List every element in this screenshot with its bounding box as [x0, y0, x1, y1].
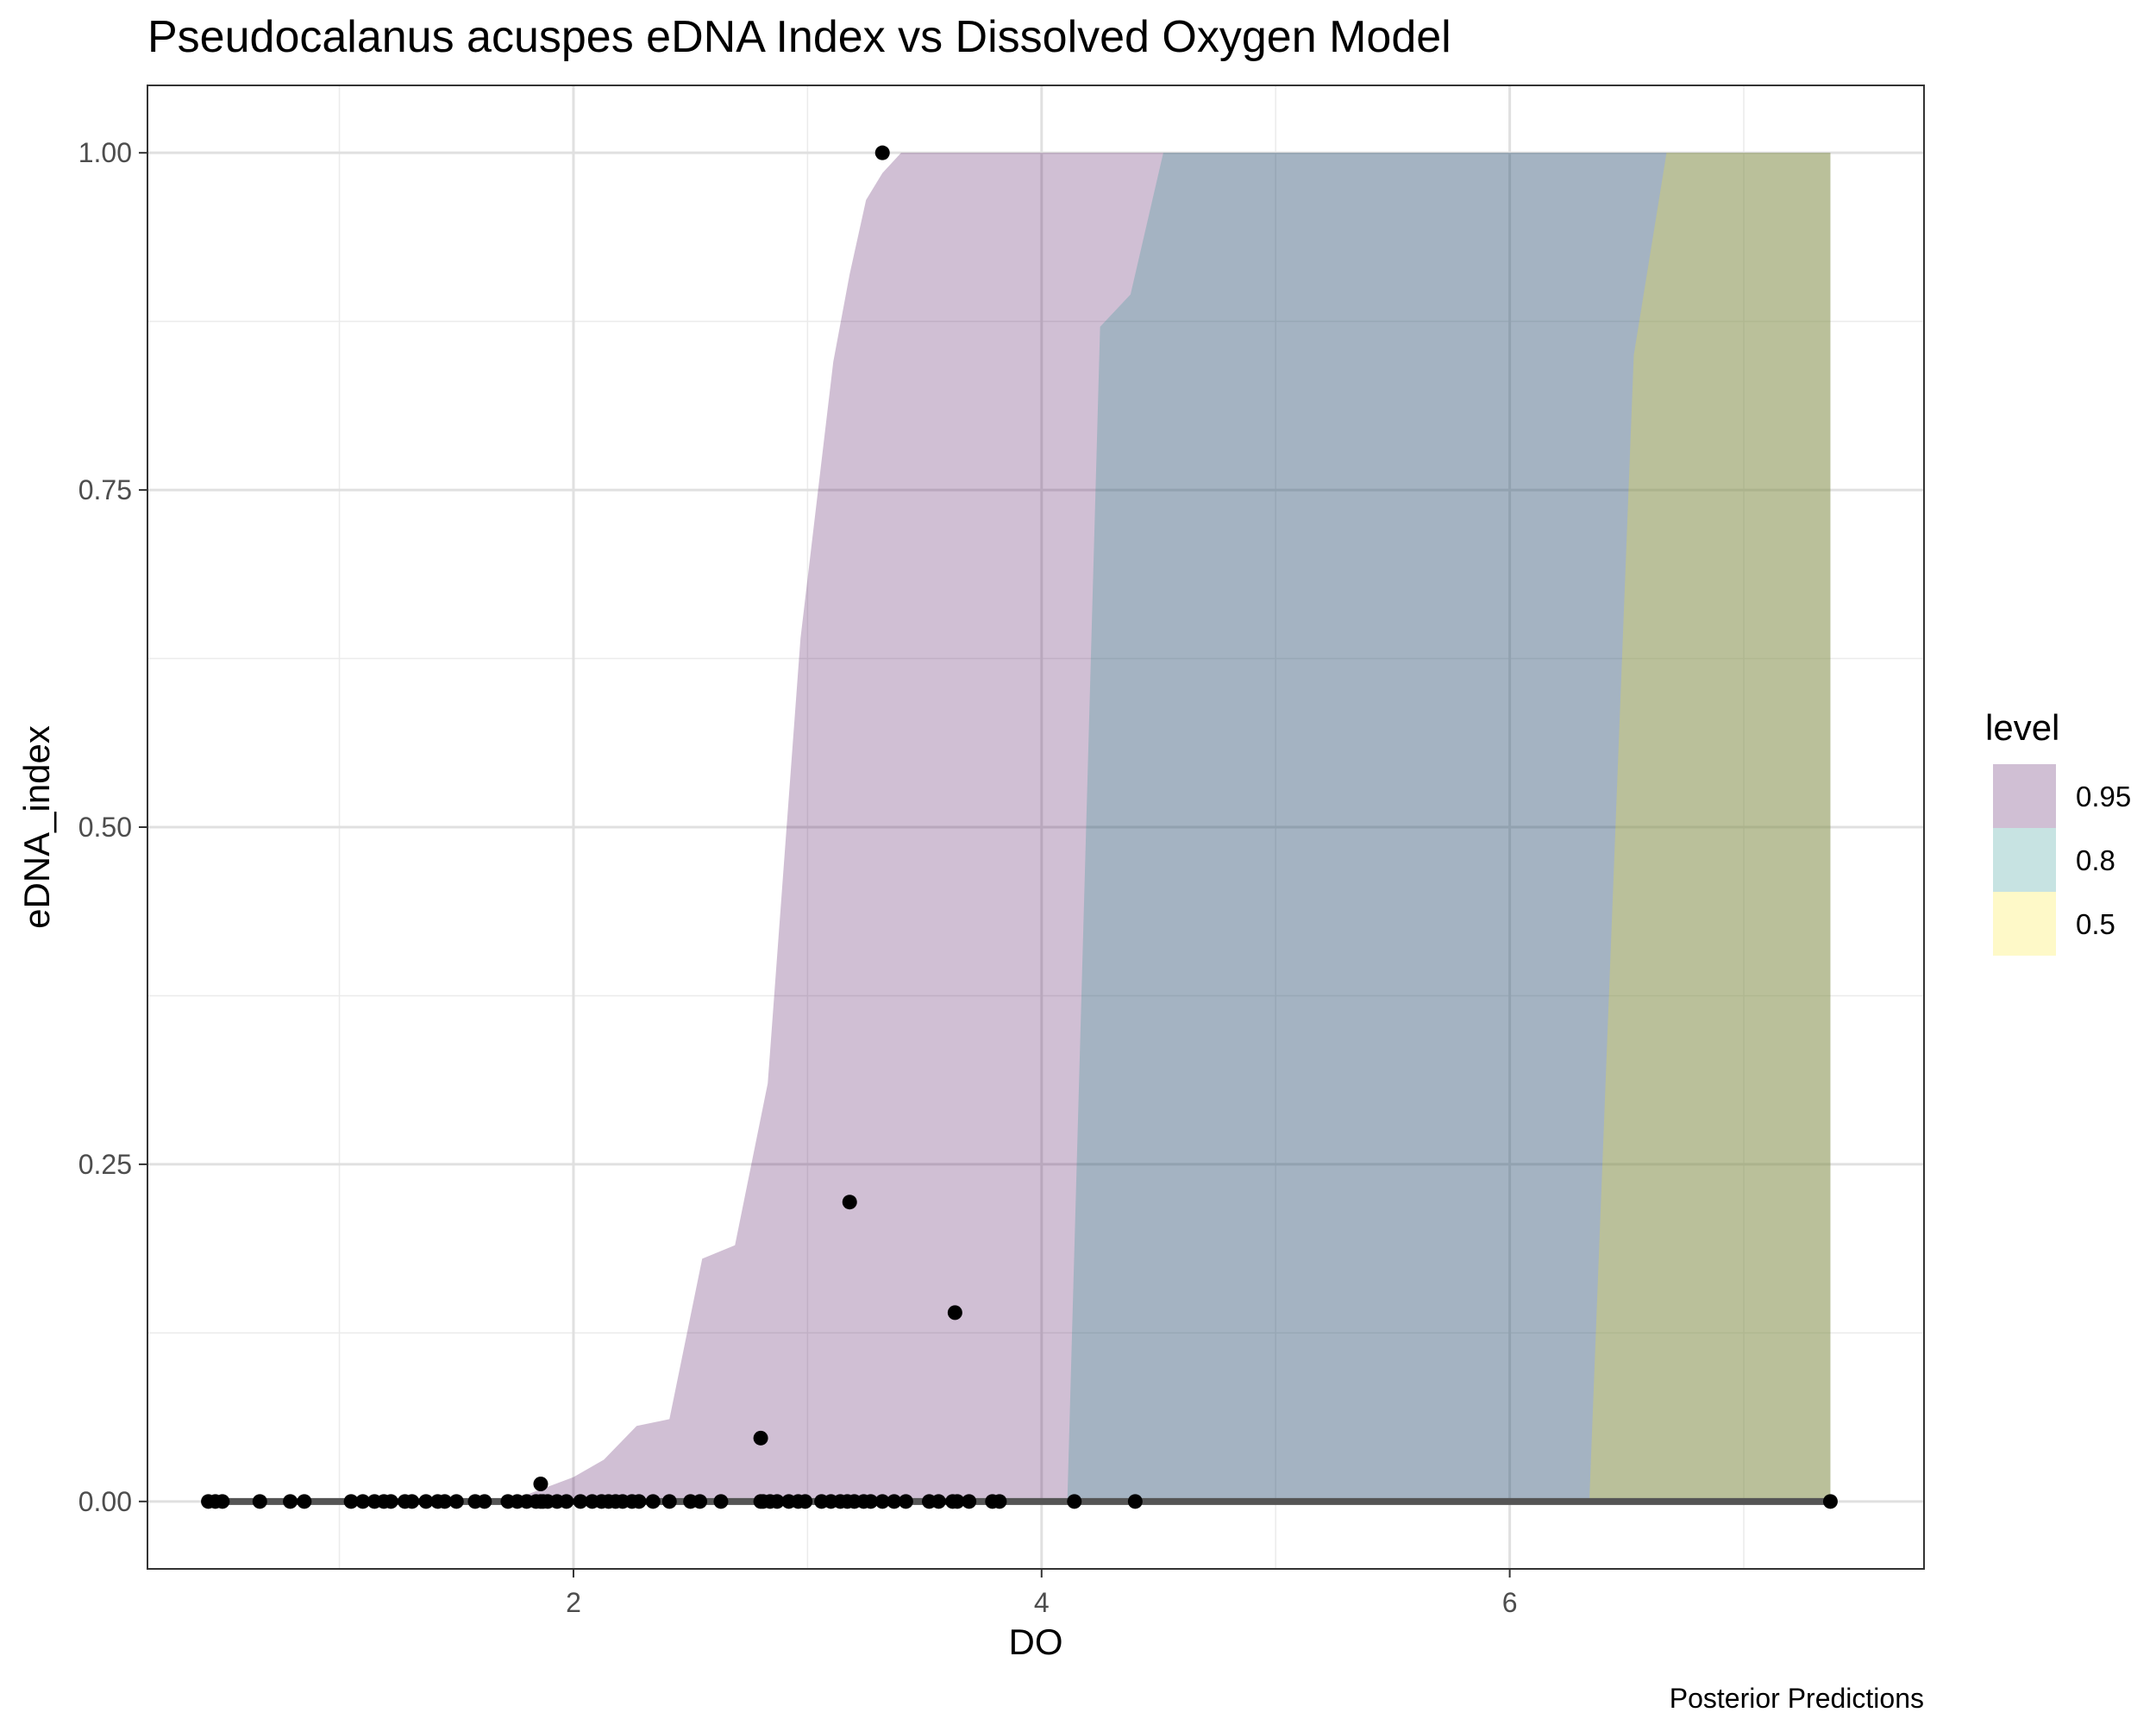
- legend-label: 0.8: [2076, 844, 2115, 876]
- data-point: [992, 1494, 1007, 1509]
- data-point: [693, 1494, 708, 1509]
- y-tick-label: 0.00: [78, 1486, 132, 1517]
- band-0.95: [479, 153, 1831, 1502]
- data-point: [343, 1494, 359, 1509]
- data-point: [887, 1494, 902, 1509]
- data-point: [437, 1494, 453, 1509]
- data-point: [962, 1494, 977, 1509]
- legend-key-0.8: [1993, 828, 2056, 892]
- data-point: [533, 1476, 548, 1491]
- data-point: [863, 1494, 879, 1509]
- x-axis-ticks: 2 4 6: [566, 1569, 1518, 1618]
- data-point: [842, 1195, 857, 1210]
- data-point: [215, 1494, 230, 1509]
- y-tick-label: 0.50: [78, 812, 132, 843]
- data-point: [1822, 1494, 1838, 1509]
- caption: Posterior Predictions: [1670, 1683, 1924, 1714]
- data-point: [874, 1494, 890, 1509]
- data-point: [898, 1494, 913, 1509]
- x-axis-title: DO: [1009, 1622, 1063, 1662]
- data-point: [631, 1494, 647, 1509]
- legend-key-0.95: [1993, 764, 2056, 828]
- data-point: [252, 1494, 267, 1509]
- legend-label: 0.5: [2076, 908, 2115, 940]
- data-point: [448, 1494, 464, 1509]
- data-point: [645, 1494, 661, 1509]
- data-point: [573, 1494, 588, 1509]
- band-0.5: [1589, 153, 1831, 1502]
- data-point: [1127, 1494, 1143, 1509]
- credible-interval-bands: [479, 153, 1831, 1502]
- data-point: [383, 1494, 398, 1509]
- y-tick-label: 0.25: [78, 1149, 132, 1180]
- legend-title: level: [1985, 707, 2059, 748]
- data-point: [418, 1494, 434, 1509]
- legend-label: 0.95: [2076, 781, 2131, 812]
- y-tick-label: 1.00: [78, 137, 132, 168]
- data-point: [713, 1494, 729, 1509]
- data-point: [947, 1305, 962, 1320]
- data-point: [1067, 1494, 1082, 1509]
- data-point: [931, 1494, 946, 1509]
- y-axis-title: eDNA_index: [16, 725, 57, 929]
- data-point: [753, 1430, 768, 1446]
- legend-key-0.5: [1993, 892, 2056, 956]
- data-point: [404, 1494, 420, 1509]
- data-point: [559, 1494, 574, 1509]
- band-0.8: [1067, 153, 1831, 1502]
- data-point: [661, 1494, 677, 1509]
- x-tick-label: 2: [566, 1587, 581, 1618]
- y-tick-label: 0.75: [78, 474, 132, 505]
- data-point: [798, 1494, 813, 1509]
- data-point: [283, 1494, 298, 1509]
- data-point: [355, 1494, 371, 1509]
- data-point: [950, 1494, 965, 1509]
- data-point: [477, 1494, 492, 1509]
- observed-points: [201, 145, 1838, 1509]
- chart-title: Pseudocalanus acuspes eDNA Index vs Diss…: [147, 12, 1451, 62]
- x-tick-label: 6: [1502, 1587, 1518, 1618]
- x-tick-label: 4: [1034, 1587, 1050, 1618]
- data-point: [769, 1494, 785, 1509]
- data-point: [874, 145, 890, 160]
- data-point: [297, 1494, 312, 1509]
- legend: level 0.95 0.8 0.5: [1985, 707, 2131, 956]
- y-axis-ticks: 0.00 0.25 0.50 0.75 1.00: [78, 137, 147, 1517]
